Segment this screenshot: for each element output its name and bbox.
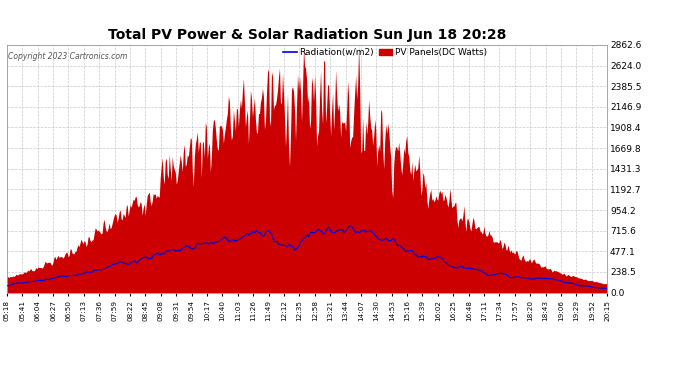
Legend: Radiation(w/m2), PV Panels(DC Watts): Radiation(w/m2), PV Panels(DC Watts)	[279, 45, 491, 61]
Text: Copyright 2023 Cartronics.com: Copyright 2023 Cartronics.com	[8, 53, 128, 62]
Title: Total PV Power & Solar Radiation Sun Jun 18 20:28: Total PV Power & Solar Radiation Sun Jun…	[108, 28, 506, 42]
